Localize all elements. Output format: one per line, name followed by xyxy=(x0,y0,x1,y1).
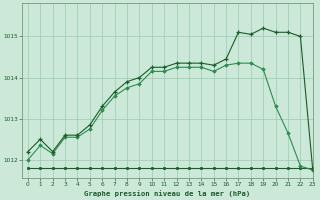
X-axis label: Graphe pression niveau de la mer (hPa): Graphe pression niveau de la mer (hPa) xyxy=(84,190,250,197)
